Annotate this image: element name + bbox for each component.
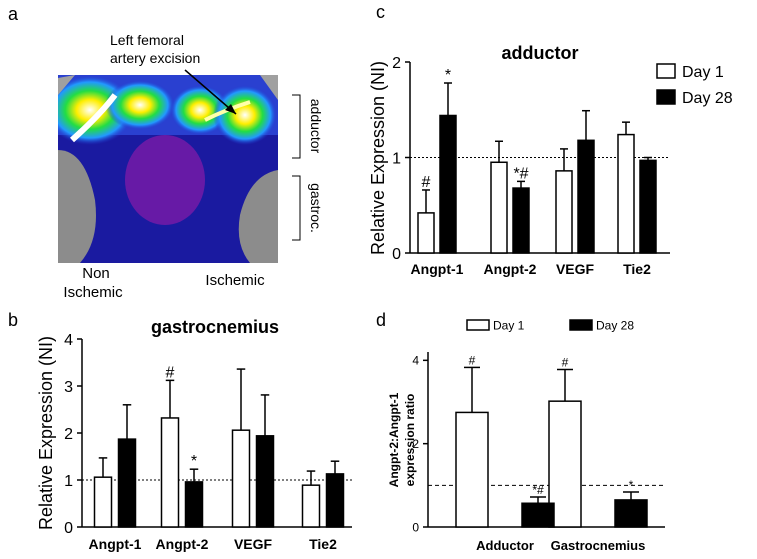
bottom-label: Ischemic (63, 284, 123, 301)
significance-label: *# (513, 165, 528, 182)
bar (455, 411, 489, 528)
significance-label: * (629, 478, 634, 492)
y-tick-label: 0 (64, 520, 73, 537)
bar (325, 473, 345, 528)
chart-title: gastrocnemius (151, 317, 279, 337)
y-axis-label: Angpt-2:Angpt-1 (387, 392, 401, 487)
y-tick-label: 3 (64, 379, 73, 396)
bracket (292, 94, 301, 159)
panel-letter: a (8, 4, 19, 24)
bar (555, 170, 573, 254)
bar (184, 481, 204, 528)
y-axis-label: Relative Expression (NI) (368, 61, 388, 255)
panel-letter: c (376, 2, 385, 22)
y-tick-label: 2 (412, 437, 419, 451)
legend-label: Day 1 (493, 318, 525, 332)
legend-swatch (569, 319, 593, 331)
x-tick-label: Angpt-1 (411, 261, 464, 277)
bar (639, 159, 657, 254)
x-tick-label: Gastrocnemius (551, 538, 646, 553)
legend-label: Day 1 (682, 64, 724, 81)
chart-title: adductor (501, 43, 578, 63)
y-tick-label: 4 (412, 354, 419, 368)
arrow (184, 69, 237, 115)
x-tick-label: Tie2 (309, 536, 337, 552)
y-tick-label: 0 (392, 246, 401, 263)
x-tick-label: Angpt-2 (156, 536, 209, 552)
y-tick-label: 0 (412, 520, 419, 534)
bar (617, 133, 635, 254)
bar (231, 429, 251, 528)
x-tick-label: VEGF (556, 261, 595, 277)
y-tick-label: 2 (392, 55, 401, 72)
panel-a: a Left femoral artery excision (8, 4, 324, 301)
annotation: artery excision (110, 50, 200, 66)
y-tick-label: 1 (64, 473, 73, 490)
significance-label: # (562, 356, 569, 370)
bottom-label: Ischemic (205, 272, 265, 289)
legend-swatch (656, 63, 676, 79)
annotation: Left femoral (110, 32, 184, 48)
bar (160, 417, 180, 528)
legend-label: Day 28 (596, 318, 634, 332)
y-tick-label: 2 (64, 426, 73, 443)
x-tick-label: Tie2 (623, 261, 651, 277)
x-tick-label: Angpt-2 (484, 261, 537, 277)
panel-letter: b (8, 310, 18, 330)
bar (512, 187, 530, 254)
x-tick-label: Adductor (476, 538, 534, 553)
bar (417, 212, 435, 254)
x-tick-label: VEGF (234, 536, 273, 552)
bar (614, 499, 648, 528)
side-label: gastroc. (308, 183, 324, 233)
significance-label: # (166, 364, 175, 381)
bar (521, 502, 555, 528)
y-axis-label: Relative Expression (NI) (36, 336, 56, 530)
significance-label: # (422, 174, 431, 191)
side-label: adductor (308, 99, 324, 154)
bracket (292, 175, 301, 241)
bar (117, 438, 137, 528)
y-tick-label: 4 (64, 332, 73, 349)
legend-swatch (466, 319, 490, 331)
y-tick-label: 1 (392, 150, 401, 167)
perfusion-image (58, 75, 278, 263)
legend-swatch (656, 89, 676, 105)
significance-label: * (191, 453, 197, 470)
significance-label: *# (532, 483, 544, 497)
bar (490, 161, 508, 254)
arrow-head (225, 104, 236, 114)
bar (255, 435, 275, 528)
panel-letter: d (376, 310, 386, 330)
legend-label: Day 28 (682, 90, 733, 107)
bar (301, 484, 321, 528)
y-axis-label: expression ratio (403, 394, 417, 487)
bar (439, 114, 457, 254)
bar (577, 139, 595, 254)
significance-label: * (445, 67, 451, 84)
x-tick-label: Angpt-1 (89, 536, 142, 552)
bottom-label: Non (82, 265, 110, 282)
significance-label: # (469, 353, 476, 367)
bar (93, 476, 113, 528)
